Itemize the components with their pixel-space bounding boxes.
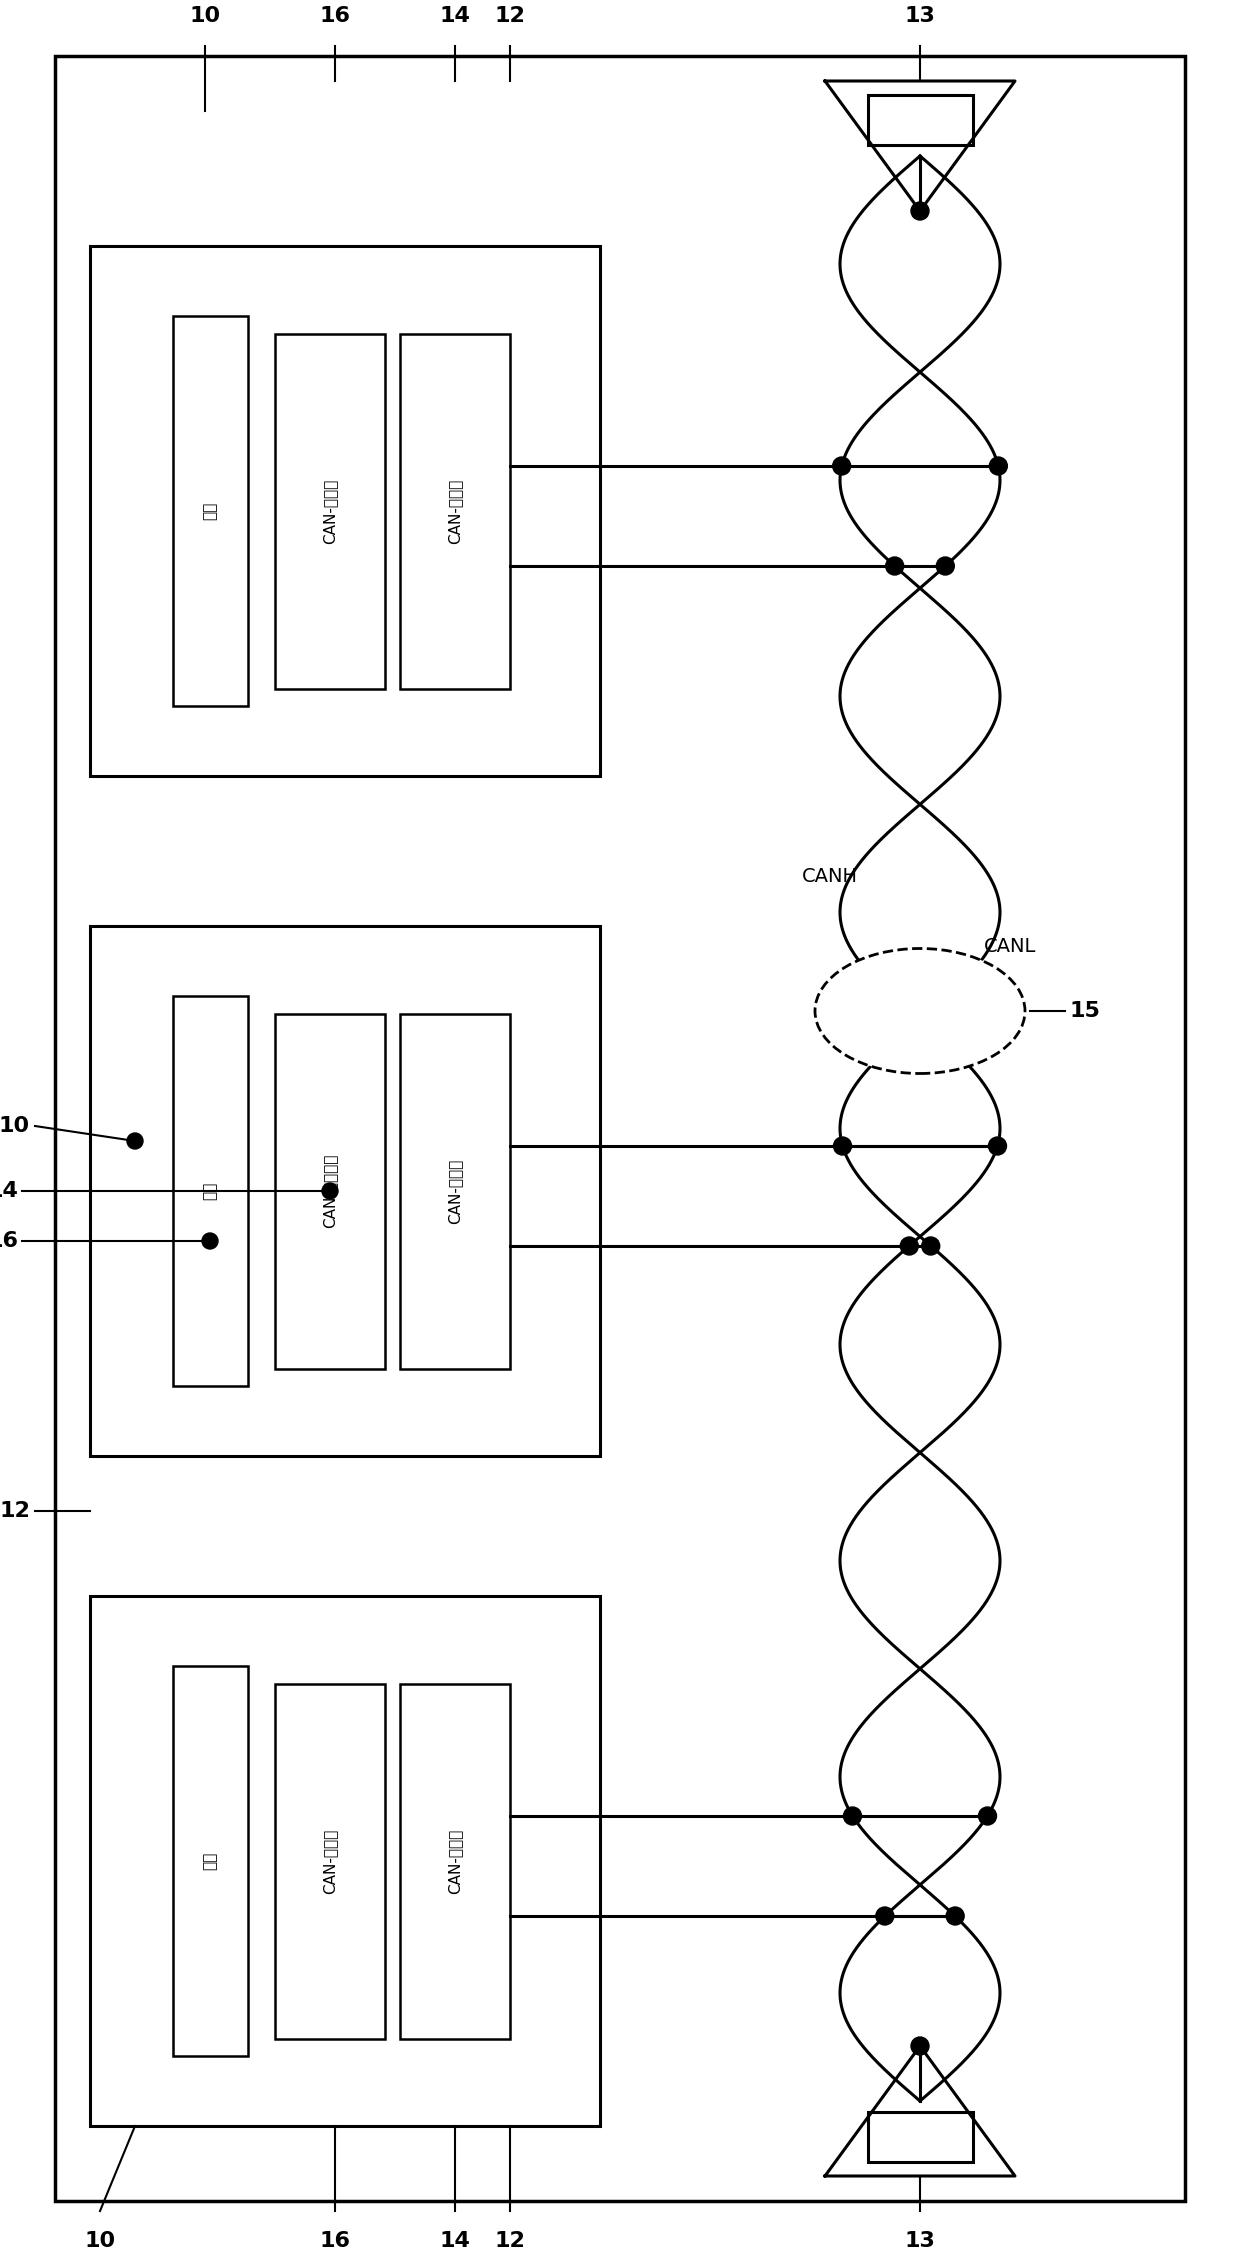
Text: 15: 15 xyxy=(1070,1002,1101,1022)
Bar xyxy=(868,2112,972,2161)
Bar xyxy=(868,95,972,144)
Circle shape xyxy=(921,1236,940,1254)
Text: 主机: 主机 xyxy=(202,1852,217,1870)
Circle shape xyxy=(988,1137,1007,1155)
Circle shape xyxy=(126,1133,143,1148)
Text: CAN-控制器: CAN-控制器 xyxy=(322,1827,337,1893)
Text: 14: 14 xyxy=(439,2231,470,2251)
Bar xyxy=(275,334,384,688)
Circle shape xyxy=(936,557,955,575)
Circle shape xyxy=(978,1807,997,1825)
Bar xyxy=(172,316,248,706)
Text: 10: 10 xyxy=(190,7,221,27)
Text: 12: 12 xyxy=(0,1500,30,1521)
Circle shape xyxy=(202,1234,218,1250)
Circle shape xyxy=(833,458,851,476)
Text: 10: 10 xyxy=(0,1117,30,1137)
Circle shape xyxy=(911,203,929,221)
Text: 14: 14 xyxy=(439,7,470,27)
Text: 13: 13 xyxy=(904,2231,935,2251)
Bar xyxy=(91,246,600,776)
Bar xyxy=(401,1013,510,1369)
Circle shape xyxy=(946,1906,965,1924)
Bar xyxy=(275,1683,384,2039)
Text: 16: 16 xyxy=(0,1232,19,1252)
Text: CAN-控制制器: CAN-控制制器 xyxy=(322,1153,337,1227)
Text: CAN-收发器: CAN-收发器 xyxy=(448,1827,463,1893)
Text: CAN-控制器: CAN-控制器 xyxy=(322,478,337,544)
Text: CANL: CANL xyxy=(983,936,1037,957)
Bar xyxy=(172,1665,248,2055)
Bar xyxy=(172,995,248,1385)
Bar xyxy=(91,925,600,1455)
Text: 主机: 主机 xyxy=(202,1182,217,1200)
Circle shape xyxy=(885,557,904,575)
Text: 主机: 主机 xyxy=(202,501,217,521)
Bar xyxy=(275,1013,384,1369)
Text: 13: 13 xyxy=(904,7,935,27)
Text: 12: 12 xyxy=(495,7,526,27)
Bar xyxy=(401,1683,510,2039)
Circle shape xyxy=(911,2037,929,2055)
Text: 12: 12 xyxy=(495,2231,526,2251)
Text: CAN-收发器: CAN-收发器 xyxy=(448,1157,463,1223)
Circle shape xyxy=(900,1236,919,1254)
Circle shape xyxy=(843,1807,862,1825)
Bar xyxy=(91,1595,600,2125)
Circle shape xyxy=(322,1182,339,1198)
Circle shape xyxy=(875,1906,894,1924)
Circle shape xyxy=(990,458,1007,476)
Text: CAN-收发器: CAN-收发器 xyxy=(448,478,463,544)
Text: 16: 16 xyxy=(320,2231,351,2251)
Bar xyxy=(401,334,510,688)
Ellipse shape xyxy=(815,948,1025,1074)
Text: 16: 16 xyxy=(320,7,351,27)
Circle shape xyxy=(833,1137,852,1155)
Text: 14: 14 xyxy=(0,1180,19,1200)
Text: CANH: CANH xyxy=(802,866,858,887)
Text: 10: 10 xyxy=(84,2231,115,2251)
